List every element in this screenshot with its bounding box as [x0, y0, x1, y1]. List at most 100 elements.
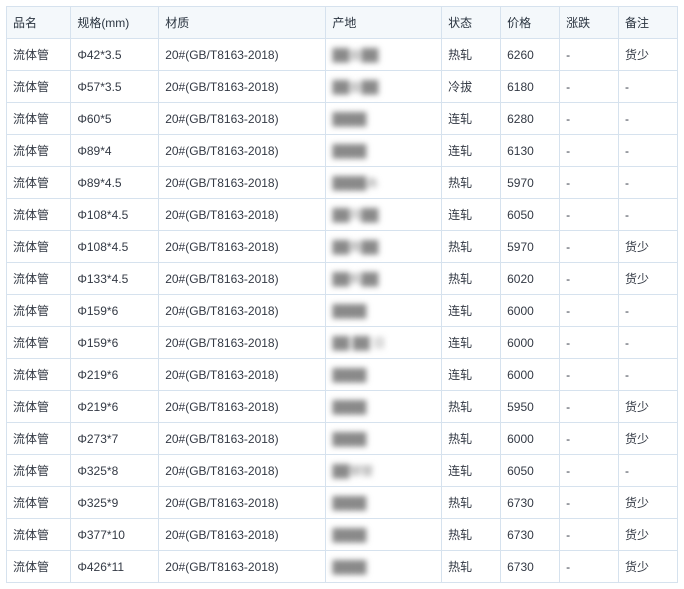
cell: 20#(GB/T8163-2018): [159, 263, 326, 295]
cell: Φ159*6: [71, 295, 159, 327]
cell: ██金██: [326, 71, 442, 103]
cell: ████: [326, 103, 442, 135]
table-body: 流体管Φ42*3.520#(GB/T8163-2018)██金██热轧6260-…: [7, 39, 678, 583]
cell: -: [619, 455, 678, 487]
cell: -: [560, 71, 619, 103]
cell: 6730: [501, 519, 560, 551]
cell: -: [560, 39, 619, 71]
cell: -: [560, 231, 619, 263]
cell: -: [560, 391, 619, 423]
cell: -: [619, 71, 678, 103]
cell: 热轧: [442, 423, 501, 455]
cell: 5970: [501, 231, 560, 263]
cell: 热轧: [442, 167, 501, 199]
cell: 流体管: [7, 231, 71, 263]
col-header-change: 涨跌: [560, 7, 619, 39]
cell: 6260: [501, 39, 560, 71]
cell: ████: [326, 391, 442, 423]
cell: Φ377*10: [71, 519, 159, 551]
col-header-spec: 规格(mm): [71, 7, 159, 39]
cell: Φ159*6: [71, 327, 159, 359]
cell: -: [619, 167, 678, 199]
cell: 20#(GB/T8163-2018): [159, 231, 326, 263]
cell: 连轧: [442, 103, 501, 135]
cell: -: [619, 103, 678, 135]
cell: 6280: [501, 103, 560, 135]
cell: ██ ██ 日: [326, 327, 442, 359]
cell: 流体管: [7, 455, 71, 487]
cell: 连轧: [442, 359, 501, 391]
cell: -: [560, 327, 619, 359]
cell: ████: [326, 135, 442, 167]
cell: Φ219*6: [71, 391, 159, 423]
cell: Φ273*7: [71, 423, 159, 455]
cell: 20#(GB/T8163-2018): [159, 551, 326, 583]
cell: -: [560, 487, 619, 519]
table-row: 流体管Φ89*4.520#(GB/T8163-2018)████あ热轧5970-…: [7, 167, 678, 199]
table-row: 流体管Φ133*4.520#(GB/T8163-2018)██帆██热轧6020…: [7, 263, 678, 295]
cell: -: [560, 103, 619, 135]
col-header-remark: 备注: [619, 7, 678, 39]
cell: Φ133*4.5: [71, 263, 159, 295]
table-row: 流体管Φ60*520#(GB/T8163-2018)████连轧6280--: [7, 103, 678, 135]
table-row: 流体管Φ159*620#(GB/T8163-2018)██ ██ 日连轧6000…: [7, 327, 678, 359]
cell: 热轧: [442, 519, 501, 551]
cell: 20#(GB/T8163-2018): [159, 487, 326, 519]
table-row: 流体管Φ57*3.520#(GB/T8163-2018)██金██冷拔6180-…: [7, 71, 678, 103]
cell: Φ108*4.5: [71, 231, 159, 263]
cell: 流体管: [7, 487, 71, 519]
cell: ██帆██: [326, 263, 442, 295]
table-row: 流体管Φ219*620#(GB/T8163-2018)████连轧6000--: [7, 359, 678, 391]
cell: ████あ: [326, 167, 442, 199]
cell: 5970: [501, 167, 560, 199]
table-head: 品名 规格(mm) 材质 产地 状态 价格 涨跌 备注: [7, 7, 678, 39]
table-row: 流体管Φ108*4.520#(GB/T8163-2018)██冈██连轧6050…: [7, 199, 678, 231]
cell: Φ89*4: [71, 135, 159, 167]
cell: 连轧: [442, 455, 501, 487]
cell: 20#(GB/T8163-2018): [159, 359, 326, 391]
cell: Φ219*6: [71, 359, 159, 391]
cell: 流体管: [7, 519, 71, 551]
cell: 20#(GB/T8163-2018): [159, 519, 326, 551]
cell: 流体管: [7, 359, 71, 391]
cell: 流体管: [7, 103, 71, 135]
cell: 6050: [501, 199, 560, 231]
cell: -: [619, 199, 678, 231]
cell: ████: [326, 423, 442, 455]
cell: 6730: [501, 551, 560, 583]
table-row: 流体管Φ273*720#(GB/T8163-2018)████热轧6000-货少: [7, 423, 678, 455]
cell: -: [619, 327, 678, 359]
cell: 6180: [501, 71, 560, 103]
table-row: 流体管Φ325*920#(GB/T8163-2018)████热轧6730-货少: [7, 487, 678, 519]
cell: 6000: [501, 359, 560, 391]
table-row: 流体管Φ108*4.520#(GB/T8163-2018)██南██热轧5970…: [7, 231, 678, 263]
cell: Φ57*3.5: [71, 71, 159, 103]
cell: 热轧: [442, 231, 501, 263]
cell: -: [560, 551, 619, 583]
cell: Φ108*4.5: [71, 199, 159, 231]
header-row: 品名 规格(mm) 材质 产地 状态 价格 涨跌 备注: [7, 7, 678, 39]
cell: 6020: [501, 263, 560, 295]
cell: -: [560, 455, 619, 487]
cell: 流体管: [7, 135, 71, 167]
cell: 冷拔: [442, 71, 501, 103]
cell: 货少: [619, 39, 678, 71]
cell: 20#(GB/T8163-2018): [159, 391, 326, 423]
cell: 6050: [501, 455, 560, 487]
cell: -: [619, 295, 678, 327]
cell: -: [560, 519, 619, 551]
cell: 连轧: [442, 327, 501, 359]
cell: 20#(GB/T8163-2018): [159, 39, 326, 71]
cell: 流体管: [7, 295, 71, 327]
cell: 连轧: [442, 199, 501, 231]
cell: 20#(GB/T8163-2018): [159, 327, 326, 359]
cell: 流体管: [7, 71, 71, 103]
cell: -: [560, 359, 619, 391]
cell: 6000: [501, 423, 560, 455]
cell: 6000: [501, 327, 560, 359]
cell: ██钢管: [326, 455, 442, 487]
cell: Φ426*11: [71, 551, 159, 583]
cell: -: [560, 263, 619, 295]
cell: 20#(GB/T8163-2018): [159, 135, 326, 167]
table-row: 流体管Φ159*620#(GB/T8163-2018)████连轧6000--: [7, 295, 678, 327]
